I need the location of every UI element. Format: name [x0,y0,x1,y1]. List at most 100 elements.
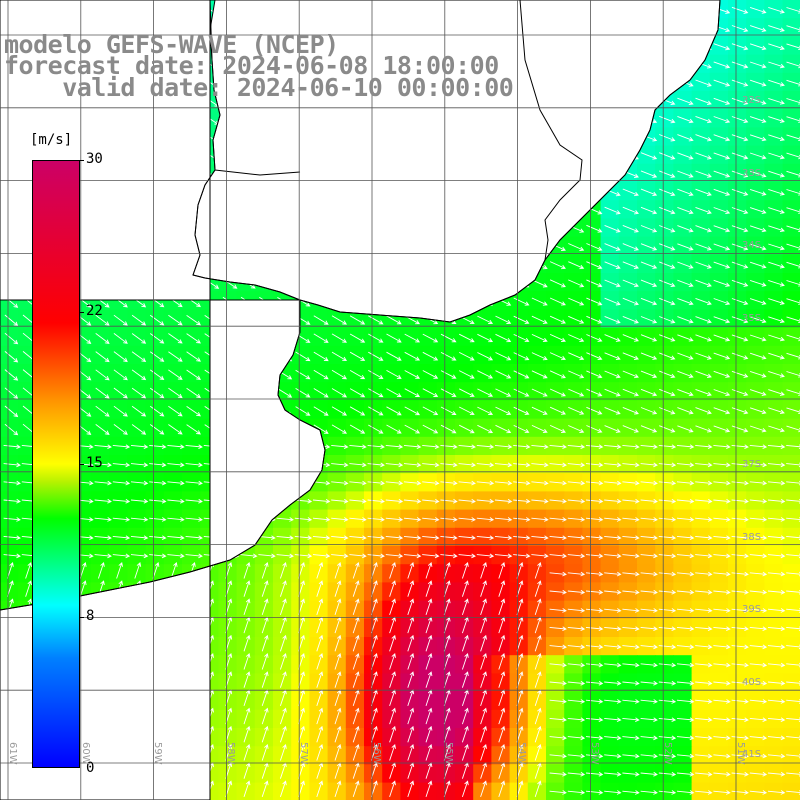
wind-arrow [534,671,542,688]
wind-arrow [640,589,658,595]
wind-arrow [168,424,183,435]
wind-arrow [731,662,749,668]
wind-arrow [677,407,694,415]
wind-arrow [731,753,749,759]
wind-arrow [513,406,530,415]
wind-arrow [425,580,433,597]
wind-arrow [695,316,712,324]
wind-arrow [185,535,203,541]
wind-arrow [622,425,639,433]
wind-arrow [713,480,731,486]
wind-arrow [640,753,658,759]
wind-arrow [659,115,676,124]
wind-arrow [386,333,402,343]
wind-arrow [334,653,342,670]
wind-arrow [622,224,639,233]
wind-arrow [586,297,603,306]
wind-arrow [534,653,542,670]
wind-arrow [316,707,324,725]
wind-arrow [477,424,494,434]
wind-arrow [331,388,348,398]
wind-arrow [567,444,586,450]
wind-arrow [749,662,768,668]
wind-arrow [261,707,269,725]
wind-arrow [495,424,512,434]
wind-arrow [731,352,749,360]
wind-arrow [695,462,713,468]
wind-arrow [731,462,749,468]
wind-arrow [713,207,731,215]
wind-arrow [440,444,458,450]
wind-arrow [95,351,110,363]
wind-arrow [640,608,658,613]
wind-arrow [695,261,712,269]
wind-arrow [279,671,287,688]
wind-arrow [768,152,785,160]
wind-arrow [422,498,440,504]
wind-arrow [295,369,311,380]
wind-arrow [422,480,440,486]
wind-arrow [695,535,713,541]
wind-arrow [480,562,487,579]
wind-arrow [458,498,476,504]
wind-arrow [167,444,185,450]
wind-arrow [422,370,439,379]
wind-arrow [94,517,112,522]
wind-arrow [713,517,731,522]
wind-arrow [676,589,695,595]
wind-arrow [677,225,694,233]
wind-arrow [549,608,567,613]
wind-arrow [549,261,566,270]
wind-arrow [731,699,749,704]
wind-arrow [659,407,676,415]
wind-arrow [622,480,640,486]
wind-arrow [404,406,421,416]
wind-arrow [640,152,658,160]
wind-arrow [403,535,422,541]
wind-arrow [513,315,530,324]
wind-arrow [385,553,404,559]
wind-arrow [567,535,586,541]
wind-arrow [531,535,549,541]
wind-arrow [368,333,384,343]
wind-arrow [476,553,495,559]
wind-arrow [461,580,469,597]
wind-arrow [331,424,348,434]
wind-arrow [334,562,342,579]
wind-arrow [713,662,731,668]
wind-arrow [349,535,367,541]
wind-arrow [367,517,385,522]
wind-arrow [407,744,415,761]
wind-arrow [498,580,506,597]
wind-arrow [404,388,421,397]
wind-arrow [622,535,640,541]
wind-arrow [749,571,768,577]
wind-arrow [149,480,167,486]
wind-arrow [498,780,506,798]
wind-arrow [385,517,404,522]
wind-arrow [513,498,531,504]
wind-arrow [768,352,785,360]
wind-arrow [185,462,203,468]
wind-arrow [531,333,548,343]
wind-arrow [116,562,123,579]
wind-arrow [767,753,786,759]
wind-arrow [659,370,676,379]
wind-arrow [294,535,313,541]
wind-arrow [458,553,476,559]
wind-arrow [549,790,567,795]
wind-arrow [168,405,183,417]
wind-arrow [261,634,269,652]
wind-arrow [567,626,586,632]
wind-arrow [585,662,604,668]
wind-arrow [713,589,731,595]
wind-arrow [367,553,385,559]
wind-arrow [695,152,712,160]
wind-arrow [604,224,621,233]
wind-arrow [622,753,640,759]
wind-arrow [749,735,768,741]
wind-arrow [677,206,694,215]
wind-arrow [368,351,384,361]
wind-arrow [713,389,731,397]
wind-arrow [713,43,731,51]
